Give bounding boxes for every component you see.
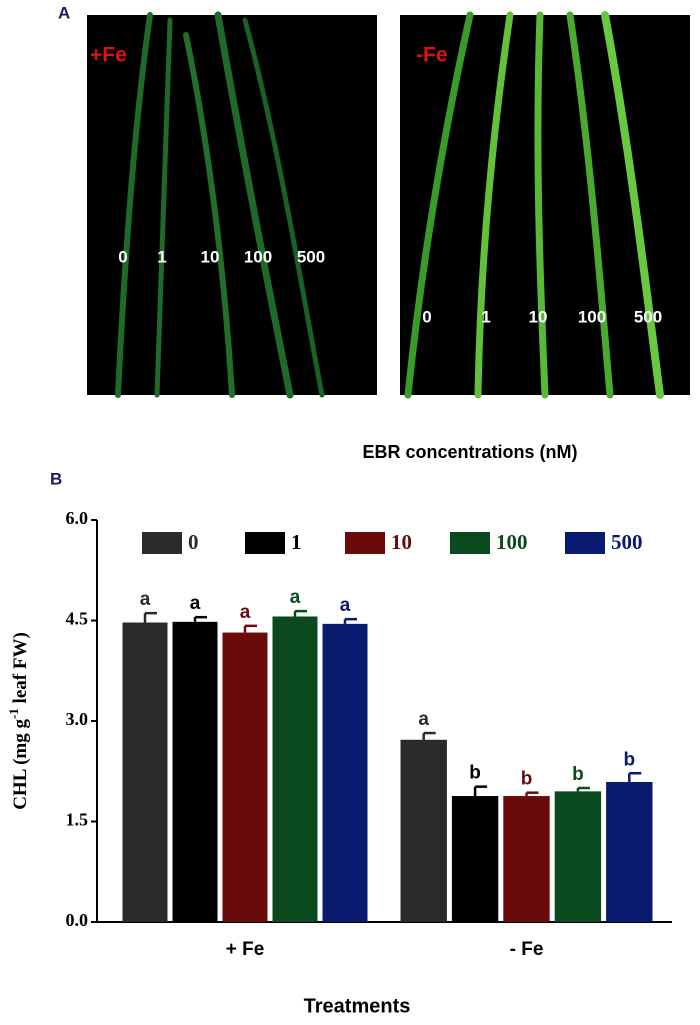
dose-label: 1	[481, 307, 490, 326]
y-axis-title-part: leaf FW)	[10, 632, 31, 708]
y-axis-title: CHL (mg g-1 leaf FW)	[6, 632, 31, 810]
significance-label: a	[140, 589, 151, 610]
panel-label: B	[50, 469, 62, 488]
dose-labels: 0 1 10 100 500 0 1 10 100 500	[118, 247, 662, 326]
y-axis-title-sup: -1	[6, 708, 21, 719]
dose-label: 0	[118, 247, 127, 266]
dose-label: 100	[578, 307, 606, 326]
significance-label: b	[623, 749, 635, 770]
legend-label: 1	[291, 530, 302, 554]
photo-title: -Fe	[416, 44, 448, 67]
legend-swatch	[245, 532, 285, 554]
y-axis-title-part: CHL (mg g	[10, 719, 31, 810]
legend-swatch	[345, 532, 385, 554]
bar	[322, 623, 368, 922]
dose-label: 500	[634, 307, 662, 326]
significance-label: b	[572, 764, 584, 785]
y-tick-label: 1.5	[66, 810, 89, 830]
bar	[272, 616, 318, 922]
legend-swatch	[142, 532, 182, 554]
significance-label: a	[240, 602, 251, 623]
y-tick-label: 3.0	[66, 709, 89, 729]
bar	[554, 791, 602, 922]
x-tick-label: + Fe	[226, 939, 265, 960]
bar	[172, 621, 218, 922]
dose-label: 10	[529, 307, 548, 326]
dose-label: 500	[297, 247, 325, 266]
bar	[606, 781, 653, 922]
dose-label: 100	[244, 247, 272, 266]
legend-label: 10	[391, 530, 412, 554]
bar	[503, 796, 550, 922]
significance-label: b	[469, 763, 481, 784]
panel-a: A +Fe -Fe 0 1 10 100 500 0 1 10 100 5	[58, 3, 690, 462]
leaves	[115, 11, 664, 399]
dose-label: 10	[201, 247, 220, 266]
legend-swatch	[565, 532, 605, 554]
y-tick-label: 0.0	[66, 910, 89, 930]
legend-label: 0	[188, 530, 199, 554]
significance-label: a	[340, 595, 351, 616]
significance-label: b	[521, 769, 533, 790]
panel-label: A	[58, 3, 70, 22]
dose-label: 1	[157, 247, 166, 266]
x-tick-label: - Fe	[510, 939, 544, 960]
bar	[400, 739, 447, 922]
significance-label: a	[418, 709, 429, 730]
significance-label: a	[190, 593, 201, 614]
bar	[451, 796, 499, 922]
y-tick-label: 6.0	[66, 508, 89, 528]
caption: EBR concentrations (nM)	[362, 442, 577, 462]
legend-label: 500	[611, 530, 643, 554]
photo-title: +Fe	[90, 44, 127, 67]
legend-swatch	[450, 532, 490, 554]
legend-label: 100	[496, 530, 528, 554]
x-axis-title: Treatments	[304, 995, 411, 1017]
dose-label: 0	[422, 307, 431, 326]
y-tick-label: 4.5	[66, 609, 89, 629]
bar	[222, 632, 268, 922]
bar	[122, 622, 168, 922]
significance-label: a	[290, 587, 301, 608]
